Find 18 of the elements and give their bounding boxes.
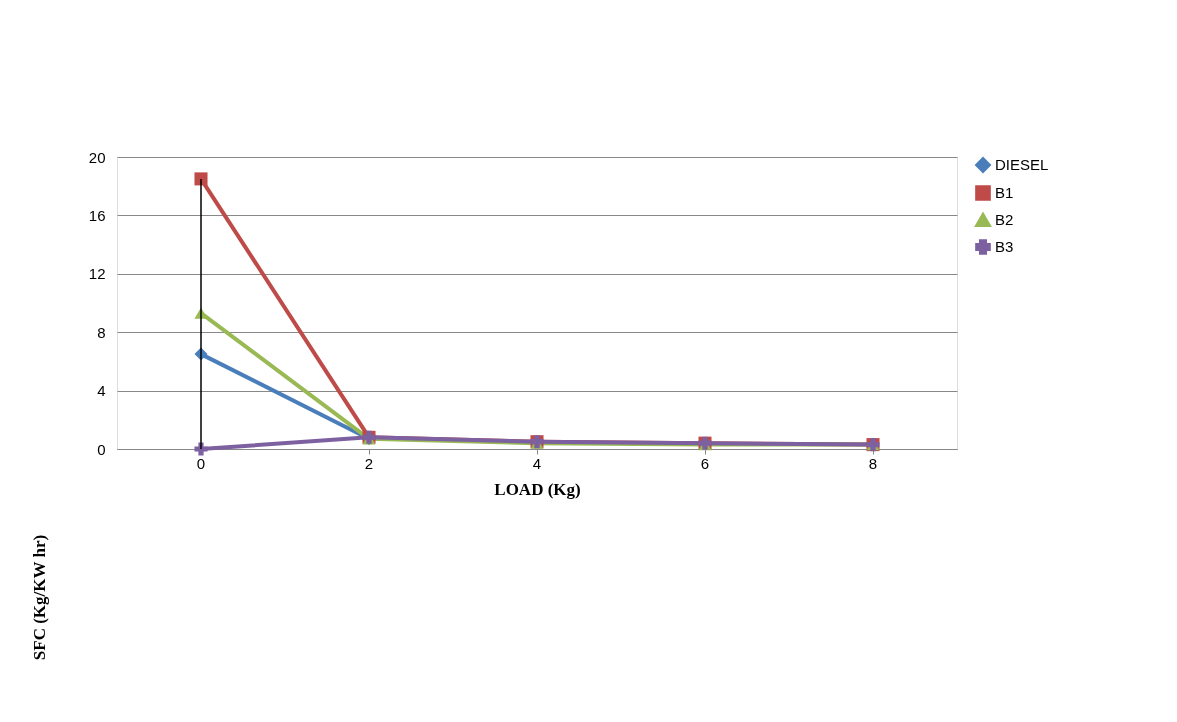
x-tick-label: 0 [196, 454, 206, 472]
legend-label: DIESEL [995, 156, 1049, 173]
y-tick-label: 0 [97, 440, 106, 458]
x-tick-label: 8 [868, 454, 878, 472]
x-tick-label: 2 [364, 454, 374, 472]
y-tick-label: 20 [88, 148, 106, 166]
legend-label: B1 [995, 184, 1014, 201]
y-tick-label: 4 [97, 382, 106, 400]
x-tick-label: 6 [700, 454, 710, 472]
x-axis-title: LOAD (Kg) [494, 479, 581, 499]
legend-label: B2 [995, 211, 1014, 228]
legend-label: B3 [995, 238, 1014, 255]
y-tick-label: 8 [97, 323, 106, 341]
y-axis-title: SFC (Kg/KW hr) [29, 534, 49, 661]
x-tick-label: 4 [532, 454, 542, 472]
y-tick-label: 12 [88, 265, 106, 283]
point [194, 172, 208, 186]
y-tick-label: 16 [88, 206, 106, 224]
